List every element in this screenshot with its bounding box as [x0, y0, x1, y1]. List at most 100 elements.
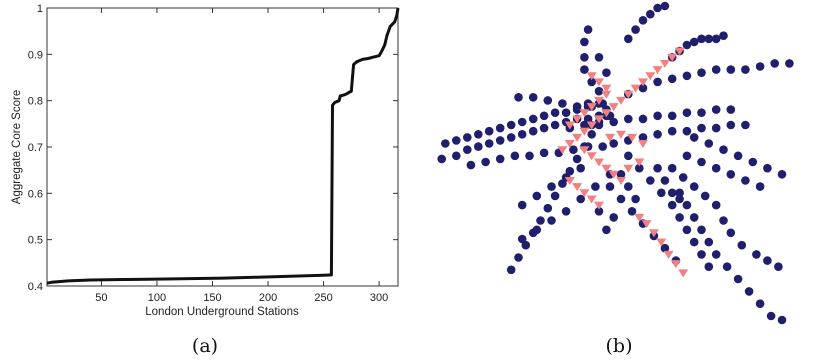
station-point — [667, 188, 677, 198]
station-point — [704, 262, 714, 272]
station-point — [689, 213, 699, 222]
station-point — [653, 130, 662, 139]
station-point — [580, 120, 589, 130]
station-point — [667, 111, 677, 121]
core-station-point — [608, 103, 619, 112]
station-point — [495, 123, 505, 133]
station-point — [452, 136, 461, 145]
y-tick-label: 0.5 — [28, 235, 43, 247]
station-point — [583, 25, 593, 34]
core-station-point — [645, 72, 656, 81]
y-tick-label: 1 — [37, 3, 43, 15]
station-point — [550, 120, 560, 130]
x-tick-label: 100 — [148, 292, 166, 304]
station-point — [517, 234, 527, 244]
station-point — [616, 170, 626, 179]
station-point — [506, 120, 516, 130]
station-point — [565, 166, 575, 176]
core-station-point — [572, 133, 583, 142]
station-point — [517, 130, 527, 139]
station-point — [719, 216, 728, 225]
x-tick-label: 200 — [259, 292, 277, 304]
station-point — [704, 34, 714, 44]
station-point — [741, 120, 750, 130]
station-point — [667, 163, 677, 173]
station-point — [463, 145, 472, 154]
core-station-point — [572, 115, 583, 124]
core-score-line-chart: 50 100 150 200 250 300 0.4 0.5 0.6 0.7 0.8 0.9 1 Lo… — [11, 3, 400, 357]
x-axis-ticks-a: 50 100 150 200 250 300 — [95, 8, 388, 304]
station-point — [539, 123, 549, 133]
station-point — [682, 40, 692, 50]
core-station-point — [594, 201, 604, 210]
station-point — [466, 160, 476, 170]
station-point — [704, 139, 714, 148]
station-point — [741, 176, 750, 185]
core-station-point — [659, 59, 670, 68]
core-station-point — [616, 96, 626, 105]
station-point — [711, 34, 721, 44]
station-point — [484, 126, 494, 136]
station-point — [752, 250, 761, 259]
station-point — [726, 120, 736, 130]
core-station-point — [564, 121, 575, 130]
station-point — [682, 71, 692, 81]
station-point — [726, 105, 736, 114]
station-point — [517, 200, 527, 210]
station-point — [660, 1, 670, 11]
core-station-point — [616, 130, 626, 139]
station-point — [678, 173, 688, 182]
station-point — [631, 194, 640, 204]
y-tick-label: 0.8 — [28, 96, 43, 108]
station-point — [561, 108, 571, 117]
core-station-point — [601, 90, 612, 99]
station-point — [700, 191, 710, 201]
station-point — [510, 151, 520, 161]
station-point — [711, 250, 721, 259]
station-point — [506, 265, 516, 275]
station-point — [719, 31, 728, 40]
station-point — [528, 114, 538, 124]
station-point — [536, 216, 545, 225]
core-station-point — [630, 84, 641, 93]
station-point — [602, 225, 611, 235]
station-point — [711, 65, 721, 74]
core-station-point — [623, 164, 634, 173]
station-point — [547, 182, 556, 191]
station-point — [517, 117, 527, 127]
station-point — [580, 37, 589, 47]
station-point — [737, 240, 747, 250]
core-station-point — [648, 229, 659, 238]
station-point — [689, 182, 699, 191]
station-point — [594, 53, 604, 62]
station-point — [748, 157, 758, 167]
core-station-point — [594, 96, 604, 105]
station-point — [726, 170, 736, 179]
station-point — [682, 126, 692, 136]
station-point — [638, 15, 648, 25]
station-point — [532, 191, 542, 201]
core-station-point — [616, 177, 626, 185]
x-tick-label: 150 — [203, 292, 221, 304]
core-station-point — [634, 158, 645, 167]
station-point — [653, 111, 662, 121]
station-point — [587, 77, 596, 87]
core-station-point — [605, 133, 615, 142]
station-point — [576, 163, 585, 173]
core-station-point — [656, 238, 667, 247]
station-point — [605, 182, 615, 191]
station-point — [646, 176, 655, 185]
station-point — [543, 203, 553, 213]
station-point — [763, 163, 772, 173]
station-point — [598, 142, 607, 151]
station-point — [675, 194, 684, 204]
station-point — [532, 225, 542, 235]
station-point — [624, 151, 633, 161]
station-point — [777, 315, 787, 325]
station-point — [452, 151, 461, 161]
x-tick-label: 250 — [314, 292, 332, 304]
station-point — [682, 151, 692, 161]
station-point — [525, 151, 534, 161]
station-point — [506, 133, 516, 142]
